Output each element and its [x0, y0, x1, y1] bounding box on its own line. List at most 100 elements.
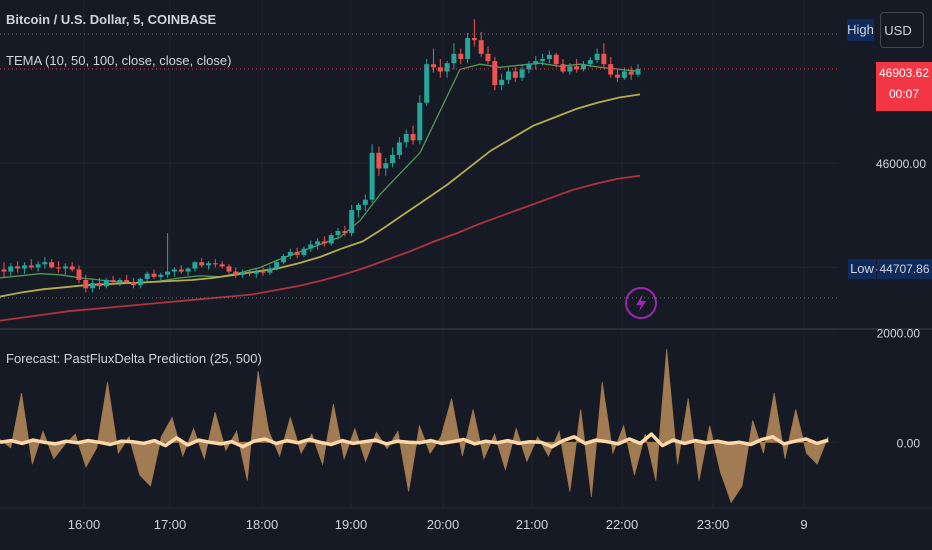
candle-body — [287, 251, 293, 256]
candle — [35, 261, 41, 272]
candle-body — [226, 266, 232, 272]
candle-body — [90, 283, 96, 289]
candle-body — [396, 142, 402, 155]
forecast-pane — [0, 349, 829, 504]
candle-body — [369, 152, 375, 200]
candle — [158, 272, 164, 280]
last-price-tag: 46903.62 00:07 — [876, 62, 932, 111]
candle-body — [601, 53, 607, 65]
candle — [233, 267, 239, 278]
candle-body — [512, 71, 518, 78]
symbol-title: Bitcoin / U.S. Dollar, 5, COINBASE — [6, 12, 217, 27]
candle-body — [124, 280, 130, 283]
candle-body — [540, 59, 546, 62]
candle — [199, 258, 205, 268]
candle-body — [42, 262, 48, 265]
candle-body — [628, 71, 634, 75]
candle — [28, 259, 34, 270]
price-tick-label: 46000.00 — [876, 157, 926, 171]
candle — [376, 146, 382, 176]
candle-body — [458, 53, 464, 59]
candle-body — [49, 262, 55, 268]
time-tick-label: 20:00 — [427, 517, 460, 532]
candle — [321, 236, 327, 247]
candle — [56, 261, 61, 273]
high-button[interactable]: High — [847, 19, 874, 41]
forecast-tick-label: 0.00 — [897, 436, 921, 450]
candle-body — [219, 264, 225, 267]
candle — [546, 50, 552, 64]
currency-button[interactable]: USD — [880, 12, 924, 48]
candle-body — [185, 268, 191, 272]
candles[interactable] — [1, 19, 641, 293]
time-tick-label: 16:00 — [68, 517, 101, 532]
candle — [478, 31, 484, 57]
candle — [403, 129, 409, 148]
candle — [253, 268, 259, 278]
candle-body — [444, 63, 450, 72]
candle — [512, 67, 518, 82]
candle — [581, 61, 586, 72]
candle-body — [342, 231, 348, 234]
candle-body — [131, 282, 136, 286]
candle — [42, 257, 48, 269]
candle-body — [103, 280, 109, 287]
candle-body — [1, 269, 7, 272]
candle-body — [274, 262, 280, 269]
candle-body — [233, 271, 239, 275]
candle-body — [335, 231, 341, 236]
candle — [424, 58, 430, 106]
candle-body — [615, 74, 620, 78]
candle-body — [281, 256, 286, 263]
lightning-icon[interactable] — [625, 287, 657, 319]
time-tick-label: 22:00 — [606, 517, 639, 532]
candle — [212, 259, 218, 268]
time-tick-label: 17:00 — [154, 517, 187, 532]
candle-body — [526, 64, 532, 70]
candle — [240, 269, 246, 278]
candle-body — [8, 266, 14, 272]
candle — [574, 58, 580, 73]
candle — [526, 61, 532, 74]
candle — [492, 56, 498, 91]
candle — [1, 262, 7, 278]
candle — [219, 261, 225, 269]
candle — [281, 253, 286, 265]
candle-body — [499, 79, 505, 85]
candle-body — [581, 64, 586, 70]
candle-body — [178, 269, 184, 272]
candle — [90, 279, 96, 293]
candle — [417, 95, 423, 145]
candle — [335, 227, 341, 240]
candle — [192, 261, 198, 272]
candle — [328, 233, 334, 246]
candle — [540, 53, 546, 66]
candle-body — [608, 64, 614, 75]
candle — [587, 56, 593, 68]
grid — [0, 0, 932, 509]
candle-body — [22, 265, 27, 269]
candle — [410, 125, 416, 145]
candle-body — [267, 268, 273, 273]
candle — [601, 43, 607, 68]
candle-body — [110, 280, 116, 283]
last-price-value: 46903.62 — [878, 66, 930, 80]
candle — [553, 52, 559, 68]
candle-body — [240, 272, 246, 275]
candle-body — [431, 64, 436, 68]
candle-body — [492, 61, 498, 86]
candle — [267, 265, 273, 275]
candle-body — [83, 280, 89, 289]
candle — [178, 265, 184, 274]
candle-body — [356, 204, 361, 211]
candle-body — [212, 263, 218, 265]
candle-body — [117, 280, 123, 283]
candle — [62, 263, 68, 275]
candle — [560, 58, 566, 74]
candle — [506, 67, 511, 85]
candle-body — [553, 54, 559, 65]
candle-body — [260, 271, 266, 273]
candle-body — [587, 60, 593, 65]
candle-body — [137, 278, 143, 286]
